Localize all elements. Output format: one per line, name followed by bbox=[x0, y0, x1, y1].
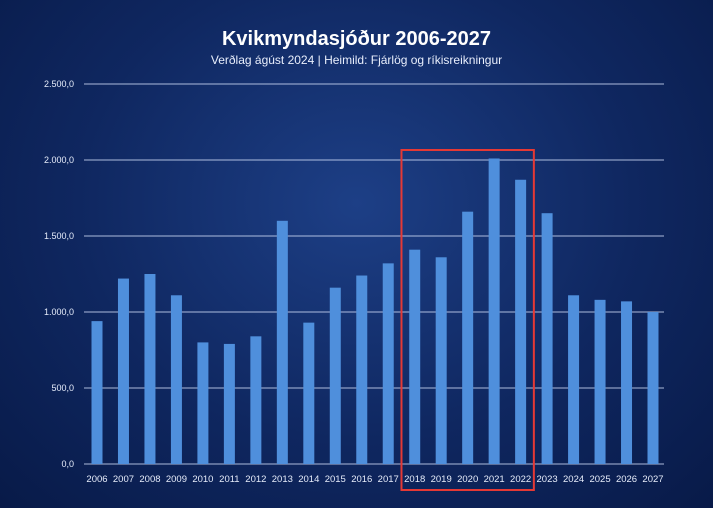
bar-2010 bbox=[197, 342, 209, 464]
bar-2016 bbox=[356, 275, 368, 464]
bar-2014 bbox=[303, 322, 315, 464]
bar-2024 bbox=[568, 295, 580, 464]
bar-2026 bbox=[621, 301, 633, 464]
x-tick-label: 2022 bbox=[510, 474, 531, 485]
bar-2008 bbox=[144, 274, 156, 464]
x-tick-label: 2011 bbox=[219, 474, 239, 485]
x-tick-label: 2007 bbox=[113, 474, 134, 485]
bar-2018 bbox=[409, 249, 421, 464]
bar-2025 bbox=[594, 299, 606, 464]
highlight-rect bbox=[400, 149, 535, 491]
x-tick-label: 2021 bbox=[484, 474, 505, 485]
y-tick-label: 2.500,0 bbox=[44, 79, 74, 89]
x-tick-label: 2010 bbox=[192, 474, 213, 485]
bar-2009 bbox=[170, 295, 182, 464]
x-tick-label: 2012 bbox=[245, 474, 266, 485]
x-tick-label: 2019 bbox=[431, 474, 452, 485]
x-tick-label: 2024 bbox=[563, 474, 584, 485]
bar-2013 bbox=[276, 220, 288, 464]
bar-2015 bbox=[329, 287, 341, 464]
y-tick-label: 2.000,0 bbox=[44, 155, 74, 165]
x-tick-label: 2023 bbox=[537, 474, 558, 485]
bar-2011 bbox=[223, 343, 235, 464]
bar-2021 bbox=[488, 158, 500, 465]
chart-subtitle: Verðlag ágúst 2024 | Heimild: Fjárlög og… bbox=[210, 53, 503, 67]
bar-2022 bbox=[515, 179, 527, 464]
bar-2020 bbox=[462, 211, 474, 464]
y-tick-label: 1.000,0 bbox=[44, 307, 74, 317]
x-tick-label: 2013 bbox=[272, 474, 293, 485]
x-tick-label: 2006 bbox=[86, 474, 107, 485]
bar-2006 bbox=[91, 321, 103, 464]
y-tick-label: 0,0 bbox=[61, 459, 74, 469]
bar-2007 bbox=[117, 278, 129, 464]
bar-2027 bbox=[647, 312, 659, 464]
chart-title: Kvikmyndasjóður 2006-2027 bbox=[221, 28, 492, 50]
y-tick-label: 500,0 bbox=[51, 383, 74, 393]
x-tick-label: 2017 bbox=[378, 474, 399, 485]
bar-2012 bbox=[250, 336, 262, 464]
x-tick-label: 2025 bbox=[589, 474, 610, 485]
x-tick-label: 2009 bbox=[166, 474, 187, 485]
x-axis-ticks: 2006 2007 2008 2009 2010 2011 2012 2013 2014 2015… bbox=[86, 474, 663, 485]
bar-2023 bbox=[541, 213, 553, 464]
bar-2017 bbox=[382, 263, 394, 464]
x-tick-label: 2027 bbox=[642, 474, 663, 485]
x-tick-label: 2020 bbox=[457, 474, 478, 485]
x-tick-label: 2026 bbox=[616, 474, 637, 485]
x-tick-label: 2008 bbox=[139, 474, 160, 485]
x-tick-label: 2016 bbox=[351, 474, 372, 485]
y-tick-label: 1.500,0 bbox=[44, 231, 74, 241]
x-tick-label: 2018 bbox=[404, 474, 425, 485]
x-tick-label: 2014 bbox=[298, 474, 319, 485]
bars bbox=[91, 158, 659, 465]
bar-2019 bbox=[435, 257, 447, 464]
y-axis-ticks: 0,0 500,0 1.000,0 1.500,0 2.000,0 2.500,0 bbox=[44, 79, 74, 469]
highlight-box bbox=[400, 149, 535, 491]
x-tick-label: 2015 bbox=[325, 474, 346, 485]
